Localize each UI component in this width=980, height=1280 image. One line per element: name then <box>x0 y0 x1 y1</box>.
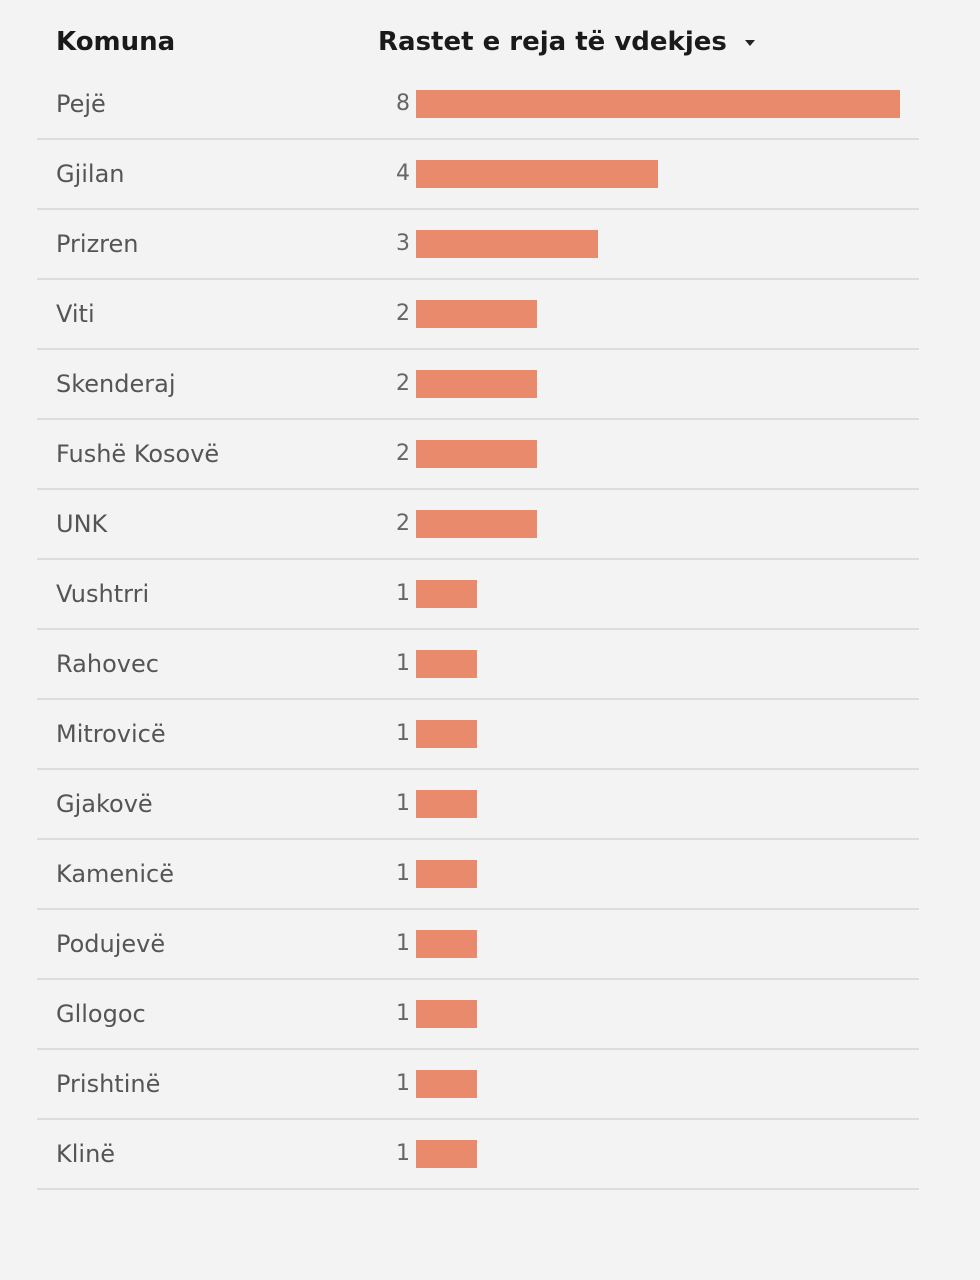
row-label: Fushë Kosovë <box>56 440 220 468</box>
value-label: 2 <box>396 511 410 536</box>
row-label: Vushtrri <box>56 580 150 608</box>
bar <box>416 1000 477 1028</box>
bar <box>416 370 537 398</box>
bar <box>416 720 477 748</box>
value-label: 4 <box>396 161 410 186</box>
row-label: Kamenicë <box>56 860 175 888</box>
row-label: Viti <box>56 300 95 328</box>
value-label: 1 <box>396 651 410 676</box>
value-label: 1 <box>396 1001 410 1026</box>
row-label: Podujevë <box>56 930 166 958</box>
bar <box>416 650 477 678</box>
column-header-komuna[interactable]: Komuna <box>56 27 176 57</box>
bar <box>416 440 537 468</box>
data-table: Pejë 8 Gjilan 4 Prizren 3 Viti 2 Skenderaj 2 Fushë… <box>37 70 919 1190</box>
bar <box>416 790 477 818</box>
table-row: Prizren 3 <box>37 210 919 280</box>
row-label: Skenderaj <box>56 370 176 398</box>
bar <box>416 860 477 888</box>
value-label: 2 <box>396 441 410 466</box>
table-row: Pejë 8 <box>37 70 919 140</box>
table-row: Vushtrri 1 <box>37 560 919 630</box>
value-label: 1 <box>396 791 410 816</box>
table-row: Podujevë 1 <box>37 910 919 980</box>
table-row: Gjakovë 1 <box>37 770 919 840</box>
table-row: Klinë 1 <box>37 1120 919 1190</box>
bar <box>416 510 537 538</box>
sort-caret-icon[interactable] <box>744 39 755 46</box>
bar <box>416 930 477 958</box>
row-label: Gjilan <box>56 160 125 188</box>
value-label: 1 <box>396 1141 410 1166</box>
column-header-deaths[interactable]: Rastet e reja të vdekjes <box>378 22 755 62</box>
column-header-deaths-label: Rastet e reja të vdekjes <box>378 27 727 57</box>
bar <box>416 580 477 608</box>
row-label: Mitrovicë <box>56 720 166 748</box>
row-label: Prizren <box>56 230 139 258</box>
bar <box>416 300 537 328</box>
row-label: UNK <box>56 510 108 538</box>
bar <box>416 230 598 258</box>
row-label: Prishtinë <box>56 1070 161 1098</box>
table-row: Kamenicë 1 <box>37 840 919 910</box>
table-row: Mitrovicë 1 <box>37 700 919 770</box>
table-row: UNK 2 <box>37 490 919 560</box>
row-label: Pejë <box>56 90 106 118</box>
table-row: Skenderaj 2 <box>37 350 919 420</box>
table-row: Prishtinë 1 <box>37 1050 919 1120</box>
row-label: Gllogoc <box>56 1000 146 1028</box>
table-row: Viti 2 <box>37 280 919 350</box>
table-row: Fushë Kosovë 2 <box>37 420 919 490</box>
table-row: Gjilan 4 <box>37 140 919 210</box>
row-label: Rahovec <box>56 650 159 678</box>
table-row: Gllogoc 1 <box>37 980 919 1050</box>
bar <box>416 90 900 118</box>
value-label: 2 <box>396 301 410 326</box>
bar <box>416 160 658 188</box>
bar <box>416 1070 477 1098</box>
value-label: 1 <box>396 931 410 956</box>
row-label: Klinë <box>56 1140 116 1168</box>
row-label: Gjakovë <box>56 790 153 818</box>
value-label: 1 <box>396 861 410 886</box>
bar <box>416 1140 477 1168</box>
value-label: 3 <box>396 231 410 256</box>
value-label: 2 <box>396 371 410 396</box>
value-label: 1 <box>396 581 410 606</box>
table-row: Rahovec 1 <box>37 630 919 700</box>
value-label: 1 <box>396 721 410 746</box>
value-label: 1 <box>396 1071 410 1096</box>
value-label: 8 <box>396 91 410 116</box>
